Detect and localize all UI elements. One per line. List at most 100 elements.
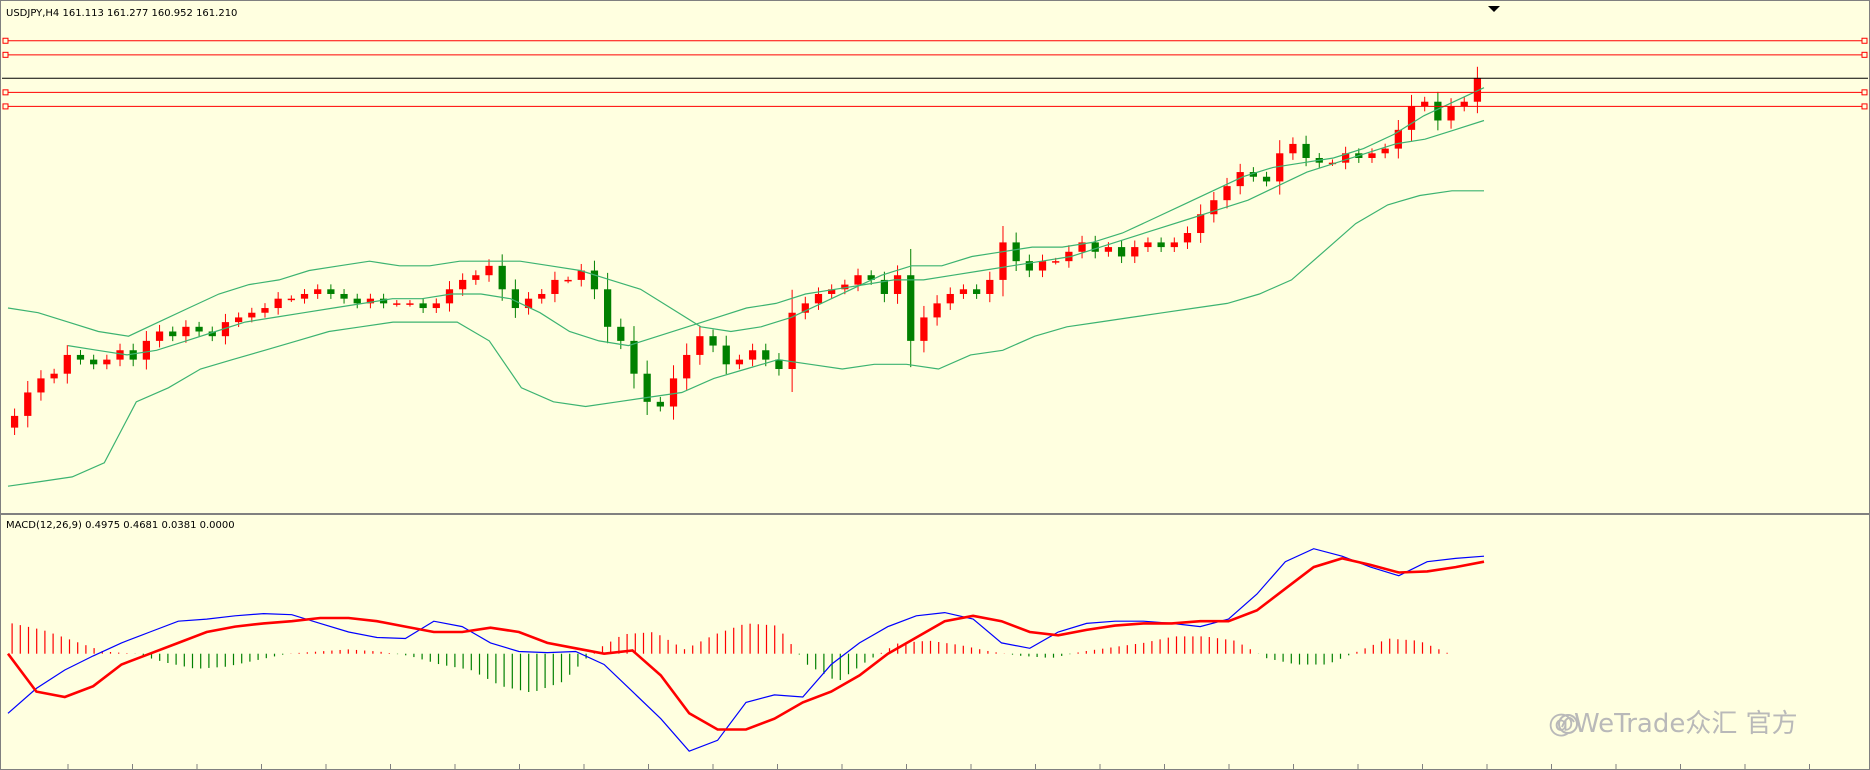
candle[interactable] — [564, 276, 572, 284]
candle[interactable] — [24, 380, 32, 428]
candle[interactable] — [933, 295, 941, 326]
candle-body[interactable] — [551, 279, 559, 294]
candle[interactable] — [604, 272, 612, 344]
candle-body[interactable] — [604, 289, 612, 327]
candle-body[interactable] — [261, 308, 269, 313]
candle[interactable] — [683, 343, 691, 390]
horizontal-level-line[interactable] — [2, 89, 1868, 96]
level-line-handle-right[interactable] — [1861, 51, 1868, 58]
candle[interactable] — [1078, 235, 1086, 259]
candle[interactable] — [37, 370, 45, 401]
candle-body[interactable] — [590, 270, 599, 290]
candle-body[interactable] — [379, 298, 388, 304]
candle[interactable] — [1157, 237, 1165, 253]
horizontal-level-line[interactable] — [2, 51, 1868, 58]
candle[interactable] — [590, 260, 599, 300]
candle-body[interactable] — [169, 331, 177, 337]
candle[interactable] — [1407, 94, 1416, 142]
candle[interactable] — [10, 408, 19, 436]
candle-body[interactable] — [656, 401, 664, 407]
candle[interactable] — [893, 265, 902, 304]
candle[interactable] — [182, 320, 190, 343]
candle[interactable] — [577, 263, 585, 287]
candle-body[interactable] — [50, 373, 58, 379]
candle[interactable] — [1197, 204, 1205, 243]
candle[interactable] — [459, 273, 467, 296]
candle-body[interactable] — [564, 279, 572, 282]
candle[interactable] — [353, 293, 361, 309]
candle-body[interactable] — [274, 298, 282, 309]
candle[interactable] — [1131, 240, 1139, 264]
candle[interactable] — [801, 296, 809, 320]
candle-body[interactable] — [419, 303, 427, 309]
candle[interactable] — [340, 289, 348, 304]
candle[interactable] — [1117, 240, 1126, 264]
candle[interactable] — [551, 271, 559, 303]
candle-body[interactable] — [1236, 172, 1244, 187]
chart-shift-marker[interactable] — [1488, 6, 1500, 12]
candle-body[interactable] — [841, 284, 849, 290]
candle-body[interactable] — [1131, 247, 1139, 257]
candle[interactable] — [90, 354, 98, 370]
candle[interactable] — [300, 289, 309, 304]
candle-body[interactable] — [485, 265, 493, 276]
candle-body[interactable] — [24, 392, 32, 416]
candle-body[interactable] — [538, 293, 546, 299]
candle-body[interactable] — [498, 265, 506, 290]
candle[interactable] — [867, 270, 875, 285]
candle[interactable] — [748, 343, 757, 367]
candle[interactable] — [155, 324, 164, 348]
candle[interactable] — [221, 313, 230, 345]
candle[interactable] — [327, 284, 335, 299]
candle[interactable] — [314, 284, 322, 299]
candle-body[interactable] — [1262, 176, 1271, 182]
candle-body[interactable] — [630, 340, 638, 374]
candle-body[interactable] — [1434, 101, 1442, 121]
candle[interactable] — [1342, 146, 1350, 170]
candle-body[interactable] — [300, 293, 309, 299]
candle-body[interactable] — [696, 336, 704, 355]
candle-body[interactable] — [1012, 242, 1020, 262]
candle-body[interactable] — [37, 378, 45, 393]
candle-body[interactable] — [445, 289, 454, 304]
candle[interactable] — [999, 225, 1007, 297]
candle-body[interactable] — [999, 242, 1007, 280]
candle[interactable] — [287, 295, 295, 302]
candle[interactable] — [973, 284, 981, 299]
candle[interactable] — [907, 248, 915, 368]
candle[interactable] — [208, 326, 216, 342]
candle-body[interactable] — [1144, 242, 1152, 248]
candle-body[interactable] — [722, 345, 730, 365]
candle[interactable] — [472, 270, 480, 285]
candle-body[interactable] — [735, 359, 744, 365]
candle-body[interactable] — [511, 289, 519, 309]
candle-body[interactable] — [959, 289, 968, 294]
candle-body[interactable] — [1421, 101, 1429, 107]
candle[interactable] — [274, 292, 282, 315]
candle[interactable] — [1302, 135, 1310, 167]
candle-body[interactable] — [854, 275, 862, 285]
level-line-handle-right[interactable] — [1861, 89, 1868, 96]
candle-body[interactable] — [920, 317, 928, 341]
candle-body[interactable] — [1038, 261, 1047, 271]
candle[interactable] — [485, 259, 493, 282]
candle-body[interactable] — [63, 354, 71, 374]
candle-body[interactable] — [340, 293, 348, 299]
candle[interactable] — [419, 298, 427, 313]
candle[interactable] — [709, 329, 717, 353]
candle[interactable] — [775, 353, 783, 376]
candle[interactable] — [1421, 96, 1429, 112]
candle-body[interactable] — [155, 331, 164, 341]
candle-body[interactable] — [643, 373, 651, 402]
level-line-handle-left[interactable] — [2, 37, 9, 44]
candle[interactable] — [1434, 91, 1442, 131]
candle-body[interactable] — [76, 354, 85, 360]
candle-body[interactable] — [393, 303, 401, 305]
candle[interactable] — [445, 281, 454, 312]
candle-body[interactable] — [1170, 242, 1178, 248]
candle[interactable] — [814, 287, 823, 310]
candle-body[interactable] — [973, 289, 981, 294]
candle-body[interactable] — [762, 350, 770, 360]
level-line-handle-left[interactable] — [2, 89, 9, 96]
candle[interactable] — [722, 335, 730, 375]
